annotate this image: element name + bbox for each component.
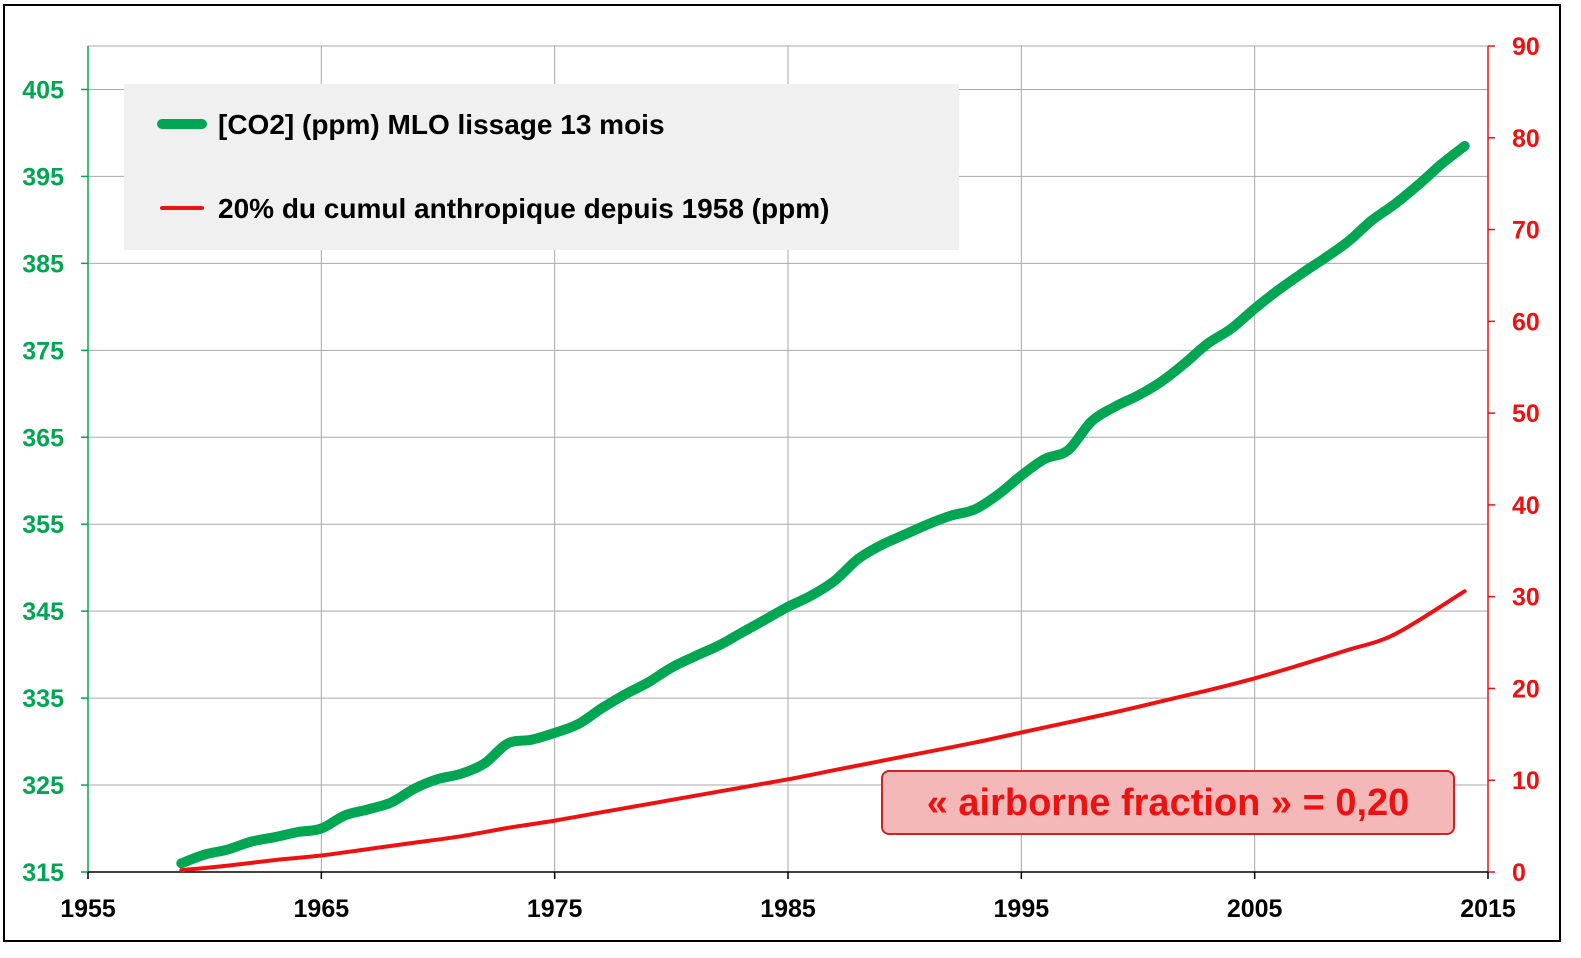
y-tick-label-left: 335 [22,685,64,713]
y-tick-label-right: 20 [1512,675,1540,703]
legend-background [124,84,959,250]
y-tick-label-right: 40 [1512,492,1540,520]
y-tick-label-right: 70 [1512,217,1540,245]
y-tick-label-left: 365 [22,424,64,452]
legend-label-co2: [CO2] (ppm) MLO lissage 13 mois [218,109,665,140]
y-tick-label-right: 50 [1512,400,1540,428]
x-tick-label: 1965 [294,895,350,923]
y-tick-label-right: 80 [1512,125,1540,153]
legend-label-cumul: 20% du cumul anthropique depuis 1958 (pp… [218,193,829,224]
x-tick-label: 1985 [760,895,816,923]
x-tick-label: 2015 [1460,895,1516,923]
legend: [CO2] (ppm) MLO lissage 13 mois 20% du c… [124,84,959,250]
y-tick-label-right: 30 [1512,584,1540,612]
series-line-cumul [179,589,1467,873]
annotation-box [881,770,1455,835]
series [176,141,1470,873]
y-tick-label-left: 405 [22,76,64,104]
y-tick-label-right: 60 [1512,308,1540,336]
x-tick-label: 2005 [1227,895,1283,923]
y-tick-label-left: 315 [22,859,64,887]
x-tick-label: 1955 [60,895,116,923]
annotation-text: « airborne fraction » = 0,20 [927,782,1410,824]
y-tick-label-right: 10 [1512,767,1540,795]
y-tick-label-left: 345 [22,598,64,626]
y-tick-label-right: 90 [1512,33,1540,61]
x-tick-label: 1975 [527,895,583,923]
airborne-fraction-annotation: « airborne fraction » = 0,20 [881,770,1455,835]
y-tick-label-left: 375 [22,337,64,365]
y-tick-label-left: 355 [22,511,64,539]
axes: 3153253353453553653753853954050102030405… [22,33,1540,923]
y-tick-label-left: 385 [22,250,64,278]
x-tick-label: 1995 [994,895,1050,923]
y-tick-label-left: 325 [22,772,64,800]
y-tick-label-left: 395 [22,163,64,191]
y-tick-label-right: 0 [1512,859,1526,887]
series-line-co2 [176,141,1470,869]
